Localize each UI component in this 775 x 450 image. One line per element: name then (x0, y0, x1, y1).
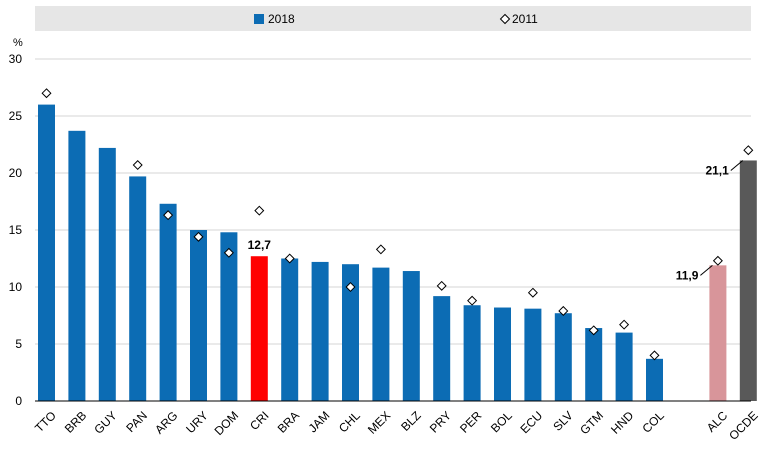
y-axis-ticks: 0 5 10 15 20 25 30 (9, 52, 23, 408)
data-labels: 12,7 11,9 21,1 (248, 160, 744, 282)
marker-col (649, 350, 660, 361)
x-tick-label-jam: JAM (306, 408, 333, 435)
y-tick-label: 0 (15, 394, 22, 408)
x-tick-label-ury: URY (183, 408, 211, 436)
x-tick-label-slv: SLV (550, 408, 575, 433)
legend-swatch-2011 (499, 13, 511, 25)
legend-label-2018: 2018 (268, 12, 295, 26)
x-tick-label-tto: TTO (32, 408, 59, 435)
x-tick-label-bol: BOL (488, 408, 515, 435)
bar-bol (494, 307, 511, 401)
marker-ocde (743, 145, 754, 156)
y-tick-label: 5 (15, 337, 22, 351)
y-tick-label: 30 (9, 52, 23, 66)
x-tick-label-per: PER (457, 408, 485, 436)
marker-per (467, 295, 478, 306)
gridlines (35, 58, 751, 345)
bar-cri (250, 256, 268, 401)
marker-ury (193, 231, 204, 242)
bar-mex (372, 267, 390, 401)
bar-slv (554, 313, 572, 401)
bar-gtm (585, 328, 603, 401)
marker-gtm (588, 325, 599, 336)
leader-line-ocde (730, 160, 744, 171)
bar-guy (98, 147, 116, 401)
bar-ury (190, 230, 207, 401)
bar-dom (220, 232, 238, 401)
data-label-cri: 12,7 (248, 238, 272, 252)
x-tick-label-dom: DOM (212, 408, 242, 438)
bar-pry (433, 296, 451, 401)
marker-slv (558, 305, 569, 316)
x-tick-label-alc: ALC (704, 408, 731, 435)
bar-ecu (524, 308, 542, 401)
x-tick-label-arg: ARG (152, 408, 180, 436)
bar-blz (402, 271, 420, 401)
legend-band (35, 6, 751, 31)
x-axis-labels: TTO BRB GUY PAN ARG URY DOM CRI BRA JAM CHL MEX BLZ P… (32, 408, 761, 443)
x-tick-label-pan: PAN (123, 408, 150, 435)
leader-line-alc (700, 264, 713, 276)
marker-mex (375, 244, 386, 255)
x-tick-label-col: COL (639, 408, 667, 436)
bar-brb (68, 130, 86, 401)
bar-hnd (615, 332, 633, 401)
marker-cri (254, 205, 265, 216)
bar-per (463, 305, 481, 401)
marker-dom (223, 247, 234, 258)
bar-jam (311, 261, 329, 401)
marker-alc (712, 255, 723, 266)
marker-pry (436, 280, 447, 291)
x-tick-label-ocde: OCDE (726, 408, 760, 442)
markers-2011 (41, 88, 754, 361)
marker-ecu (527, 287, 538, 298)
x-tick-label-cri: CRI (247, 408, 272, 433)
legend: 2018 2011 (254, 12, 538, 26)
bar-tto (38, 104, 55, 401)
data-label-alc: 11,9 (676, 268, 699, 282)
data-label-ocde: 21,1 (705, 163, 729, 177)
y-axis-unit: % (13, 37, 23, 49)
x-tick-label-mex: MEX (365, 408, 393, 436)
y-tick-label: 15 (9, 223, 23, 237)
x-tick-label-hnd: HND (608, 408, 637, 437)
x-tick-label-chl: CHL (336, 408, 363, 435)
y-tick-label: 25 (9, 109, 23, 123)
marker-chl (345, 281, 356, 293)
bar-ocde (739, 160, 757, 401)
marker-pan (132, 160, 143, 171)
marker-hnd (619, 319, 630, 330)
x-tick-label-brb: BRB (62, 408, 89, 435)
bar-bra (281, 258, 299, 401)
y-tick-label: 20 (9, 166, 23, 180)
bar-chl (342, 264, 359, 401)
x-tick-label-bra: BRA (275, 408, 302, 435)
x-tick-label-pry: PRY (427, 408, 454, 435)
bars (38, 104, 757, 401)
marker-arg (163, 210, 174, 221)
marker-tto (41, 88, 52, 99)
bar-col (646, 358, 663, 401)
bar-alc (709, 265, 727, 401)
x-tick-label-gtm: GTM (577, 408, 606, 437)
x-tick-label-blz: BLZ (398, 408, 423, 433)
legend-swatch-2018 (254, 14, 264, 24)
y-tick-label: 10 (9, 280, 23, 294)
legend-label-2011: 2011 (512, 12, 538, 26)
bar-pan (129, 176, 147, 401)
bar-arg (159, 203, 177, 401)
x-tick-label-guy: GUY (91, 408, 119, 436)
x-tick-label-ecu: ECU (517, 408, 545, 436)
marker-bra (284, 253, 295, 264)
